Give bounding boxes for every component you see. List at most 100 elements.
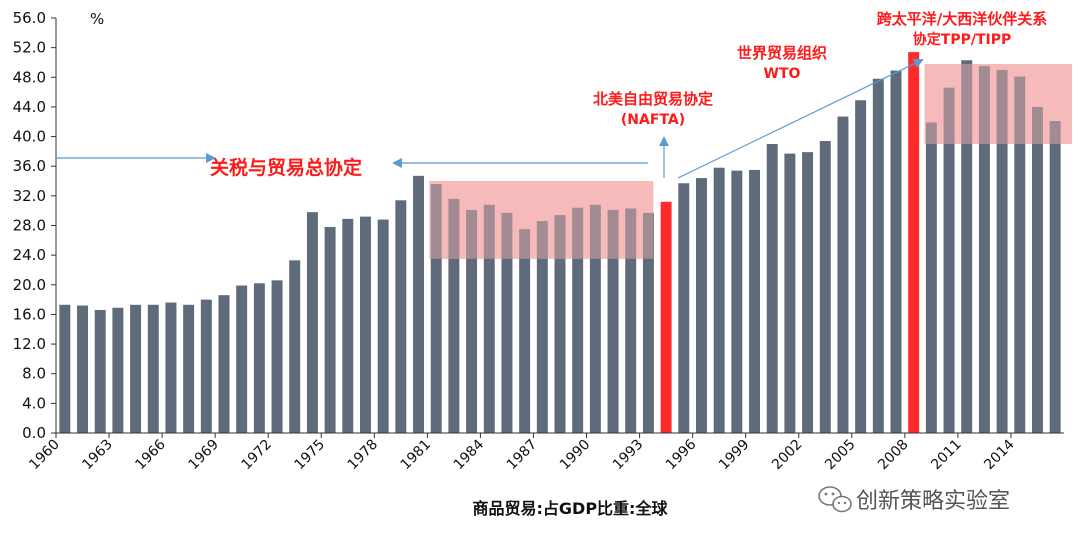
x-tick-label: 2008 [875, 437, 912, 474]
y-tick-label: 16.0 [13, 305, 46, 323]
bar-1982 [448, 198, 460, 433]
x-tick-label: 1990 [557, 437, 594, 474]
bar-1981 [430, 184, 442, 433]
bar-2010 [943, 87, 955, 433]
bar-1960 [59, 304, 71, 433]
bar-1991 [607, 209, 619, 433]
bar-1984 [483, 204, 495, 433]
bar-2004 [837, 116, 849, 433]
bar-1971 [253, 283, 265, 433]
annotation-arrows [56, 58, 924, 179]
bar-1997 [713, 167, 725, 433]
x-tick-label: 1969 [185, 437, 222, 474]
bar-1979 [395, 200, 407, 433]
bar-2008 [908, 52, 920, 434]
y-tick-label: 44.0 [13, 98, 46, 116]
bar-2009 [925, 122, 937, 434]
y-tick-label: 56.0 [13, 9, 46, 27]
y-tick-label: 36.0 [13, 157, 46, 175]
bar-1993 [642, 212, 654, 433]
bar-2016 [1049, 121, 1061, 433]
y-tick-label: 12.0 [13, 335, 46, 353]
bar-1961 [77, 305, 88, 433]
x-tick-label: 1975 [292, 437, 329, 474]
bar-1994 [660, 201, 672, 433]
bar-2012 [978, 66, 990, 434]
bar-1992 [625, 208, 637, 433]
bar-1980 [413, 175, 424, 433]
bar-1989 [572, 207, 584, 433]
bar-1965 [147, 304, 159, 433]
bar-2005 [855, 100, 867, 433]
bar-series [59, 52, 1072, 434]
bar-1962 [94, 309, 106, 433]
bar-1990 [589, 204, 601, 433]
bar-1974 [306, 212, 318, 433]
y-tick-label: 20.0 [13, 276, 46, 294]
x-tick-label: 1993 [610, 437, 647, 474]
y-tick-label: 8.0 [22, 365, 46, 383]
bar-2013 [996, 69, 1008, 434]
y-tick-label: 0.0 [22, 424, 46, 442]
x-tick-label: 1999 [716, 437, 753, 474]
x-tick-label: 1987 [504, 437, 541, 474]
wto-trend-arrow [677, 58, 924, 179]
y-tick-label: 32.0 [13, 187, 46, 205]
x-tick-label: 1966 [132, 436, 169, 473]
bar-1996 [695, 178, 707, 433]
bar-2011 [961, 60, 973, 434]
bar-1969 [218, 295, 230, 433]
bar-1978 [377, 219, 389, 433]
bar-1999 [749, 169, 760, 434]
tpp-label-abbr: 协定TPP/TIPP [913, 31, 1011, 48]
bar-1977 [359, 216, 371, 433]
watermark-text: 创新策略实验室 [856, 489, 1010, 514]
bar-1988 [554, 215, 566, 434]
watermark: 创新策略实验室 [818, 486, 1010, 514]
bar-1964 [130, 304, 142, 433]
nafta-label-abbr: (NAFTA) [621, 112, 685, 128]
gatt-label: 关税与贸易总协定 [210, 156, 362, 179]
x-axis-title: 商品贸易:占GDP比重:全球 [473, 499, 669, 518]
x-tick-label: 1981 [398, 437, 435, 474]
bar-1983 [466, 209, 478, 433]
bar-2002 [802, 152, 814, 433]
wto-label: 世界贸易组织 [737, 44, 827, 62]
nafta-label: 北美自由贸易协定 [593, 90, 713, 108]
bar-1972 [271, 280, 283, 433]
bar-1968 [200, 299, 212, 433]
bar-2006 [872, 78, 884, 434]
shaded-overlay-2009-2016 [924, 63, 1072, 144]
wto-label-abbr: WTO [764, 66, 801, 82]
y-tick-label: 52.0 [13, 39, 46, 57]
x-tick-label: 2005 [822, 437, 859, 474]
bar-1970 [236, 285, 248, 433]
x-tick-label: 2014 [981, 436, 1018, 473]
x-tick-label: 2011 [928, 437, 965, 474]
y-unit-label: % [90, 10, 104, 28]
y-tick-label: 4.0 [22, 394, 46, 412]
wechat-icon [818, 486, 852, 513]
shaded-overlay-1981-1993 [429, 181, 654, 259]
y-tick-label: 40.0 [13, 128, 46, 146]
y-axis-ticks: 0.0 4.0 8.0 12.0 16.0 20.0 24.0 28.0 32.0 36.0 40.… [13, 9, 56, 442]
bar-1963 [112, 307, 124, 433]
x-tick-label: 1984 [451, 436, 488, 473]
x-tick-label: 1972 [239, 437, 276, 474]
x-tick-label: 1978 [345, 437, 382, 474]
bar-1966 [165, 302, 177, 433]
bar-2015 [1031, 106, 1043, 434]
bar-2014 [1014, 76, 1026, 433]
bar-2000 [766, 143, 778, 434]
bar-1967 [183, 304, 195, 433]
tpp-label: 跨太平洋/大西洋伙伴关系 [877, 10, 1047, 28]
x-tick-label: 1963 [79, 437, 116, 474]
bar-1986 [519, 229, 531, 433]
bar-2007 [890, 70, 902, 434]
bar-1995 [678, 183, 690, 433]
bar-1973 [289, 260, 301, 433]
bar-1998 [731, 170, 743, 433]
x-axis-ticks: 1960 1963 1966 1969 1972 1975 1978 1981 1984 1987… [26, 433, 1018, 473]
bar-1987 [536, 221, 548, 433]
